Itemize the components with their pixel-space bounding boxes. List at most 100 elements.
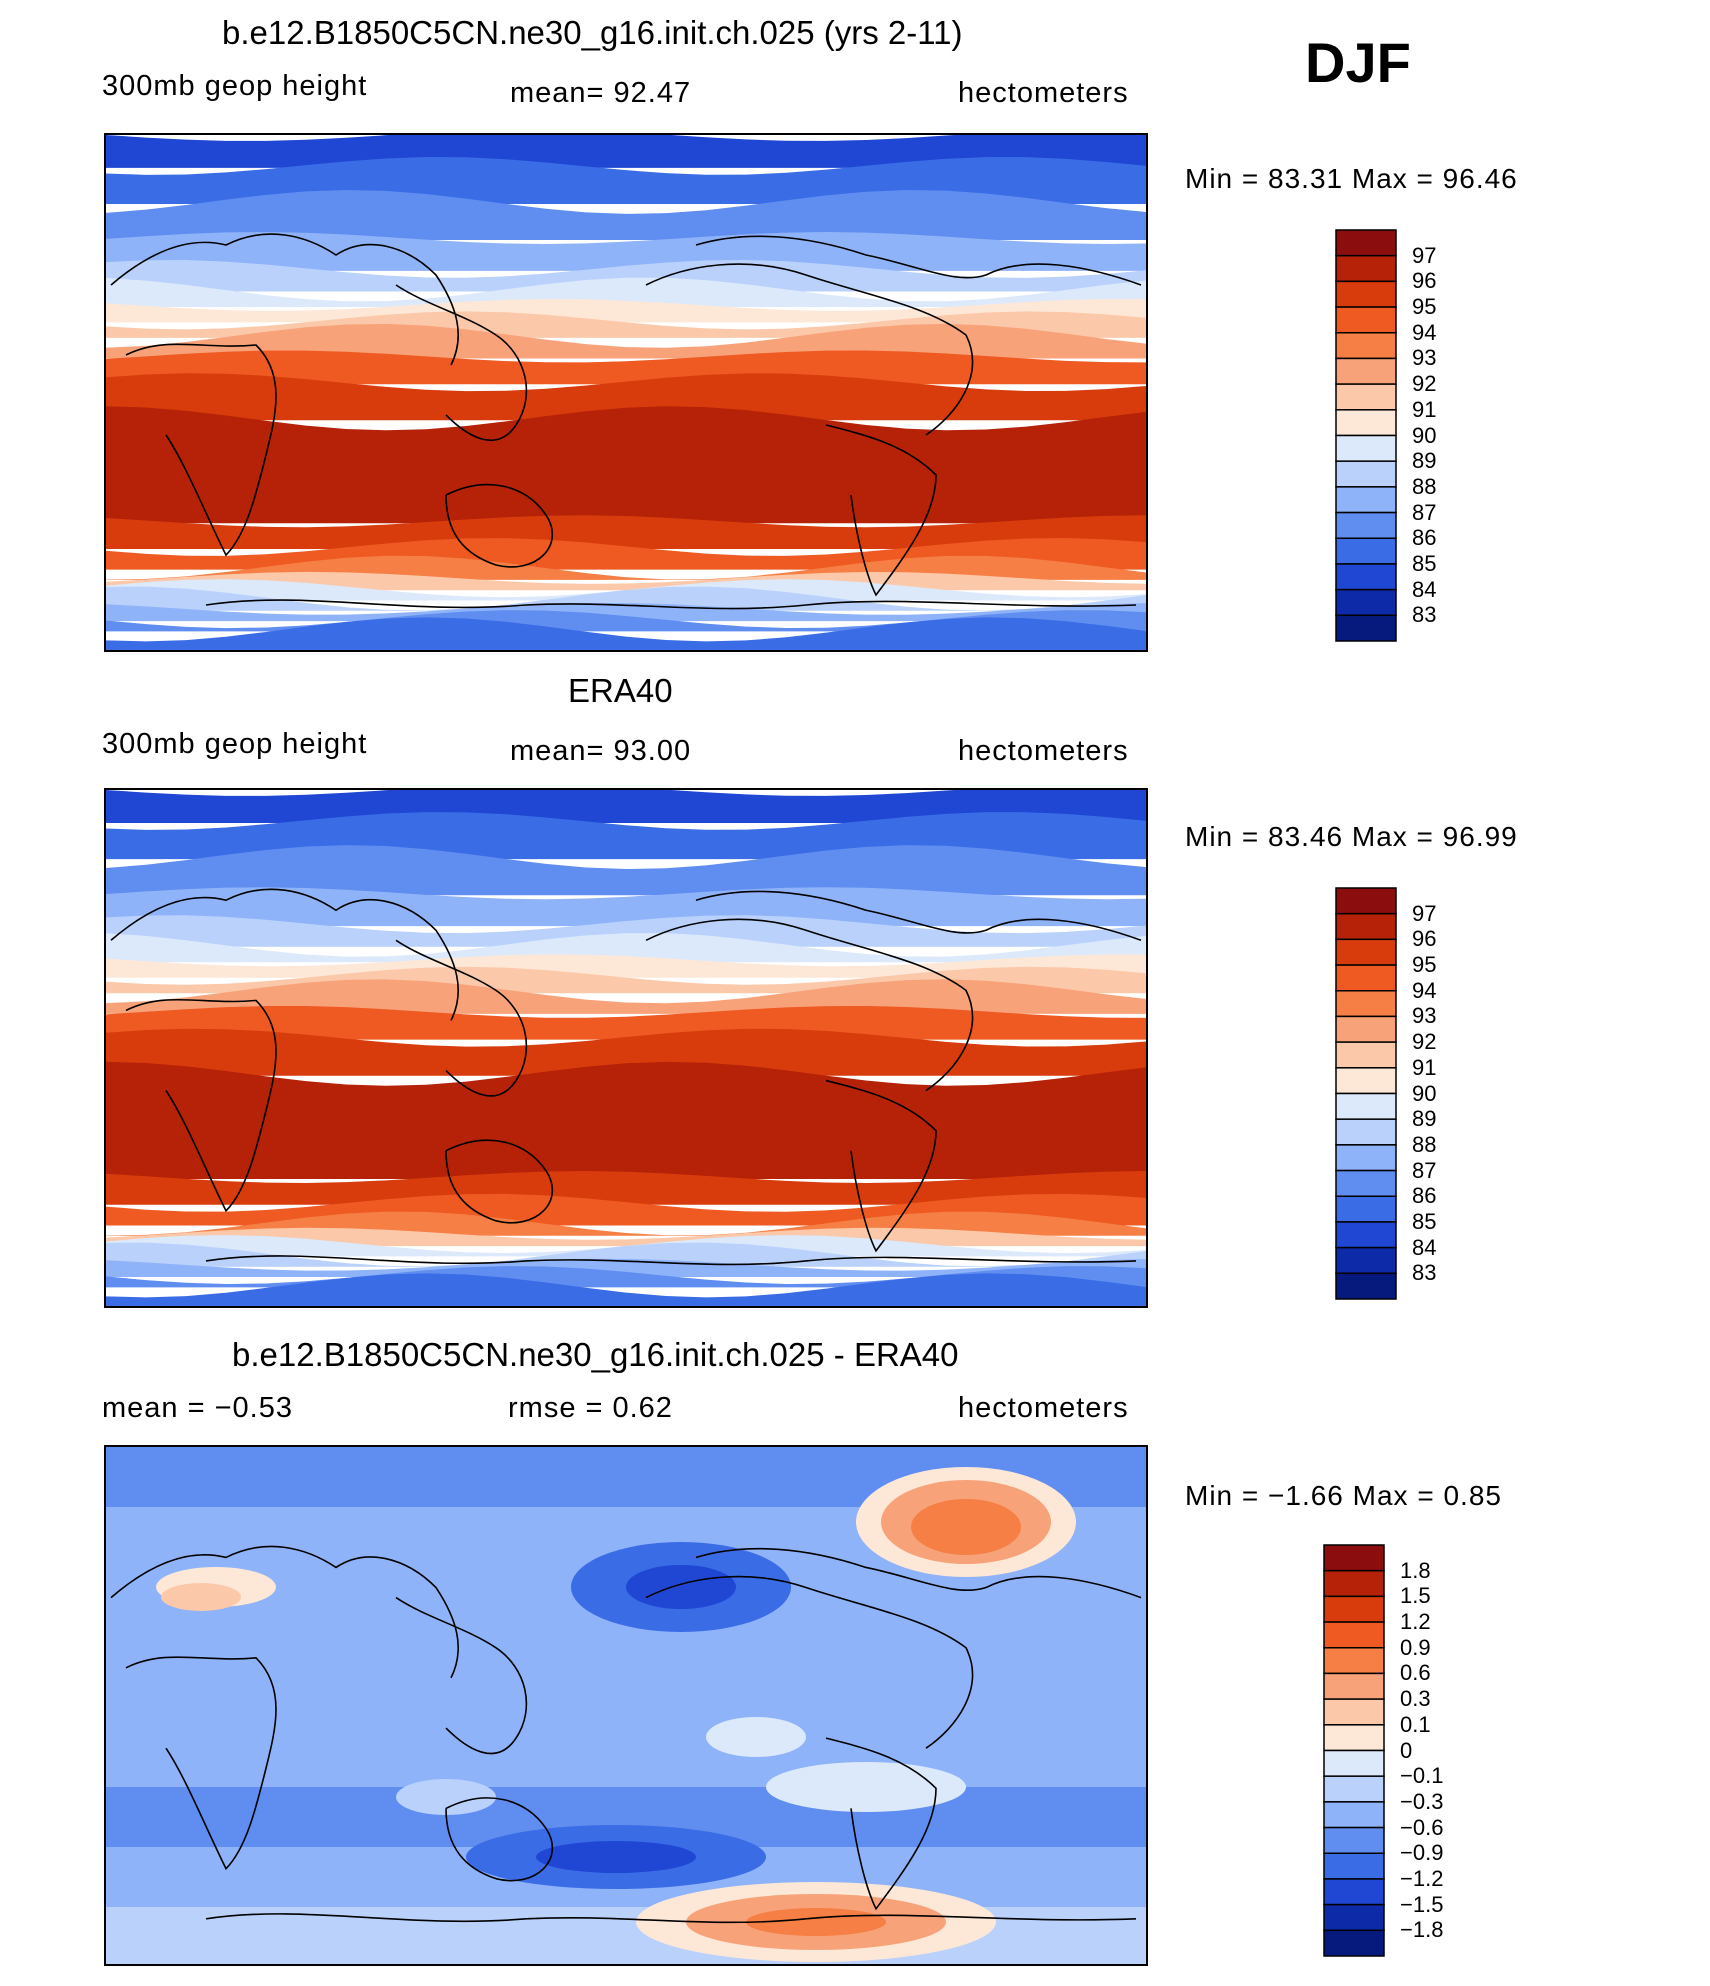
colorbar-swatch <box>1335 1195 1397 1223</box>
colorbar-swatch <box>1323 1775 1385 1803</box>
contour-band <box>106 1028 1146 1076</box>
colorbar-swatch <box>1335 614 1397 642</box>
panel2-map <box>104 784 1148 1308</box>
contour-blob <box>396 1779 496 1815</box>
coastline <box>825 424 937 597</box>
colorbar-swatch <box>1335 357 1397 385</box>
panel1-variable: 300mb geop height <box>102 70 368 102</box>
colorbar-label: 84 <box>1412 576 1437 602</box>
contour-blob <box>706 1717 806 1757</box>
colorbar-swatch <box>1335 1221 1397 1249</box>
colorbar-swatch <box>1335 1246 1397 1275</box>
colorbar-swatch <box>1335 434 1397 462</box>
panel1-title: b.e12.B1850C5CN.ne30_g16.init.ch.025 (yr… <box>222 14 963 51</box>
colorbar-label: 90 <box>1412 1080 1437 1106</box>
colorbar-label: 87 <box>1412 1157 1437 1183</box>
contour-band <box>106 350 1146 385</box>
colorbar-label: 93 <box>1412 345 1437 371</box>
coastline <box>205 1913 1137 1924</box>
colorbar-swatch <box>1335 1092 1397 1120</box>
contour-blob <box>911 1499 1021 1555</box>
contour-band <box>106 933 1146 963</box>
contour-band <box>106 232 1146 271</box>
coastline <box>445 483 553 568</box>
coastline <box>645 918 974 1092</box>
contour-band <box>106 129 1146 168</box>
panel1-colorbar <box>1334 228 1404 648</box>
colorbar-swatch <box>1323 1749 1385 1777</box>
contour-blob <box>161 1583 241 1611</box>
coastline <box>695 235 1142 286</box>
contour-band <box>106 979 1146 1014</box>
colorbar-swatch <box>1335 537 1397 565</box>
panel3-rmse: rmse = 0.62 <box>508 1392 673 1424</box>
colorbar-label: 88 <box>1412 473 1437 499</box>
panel2-mean: mean= 93.00 <box>510 735 692 767</box>
colorbar-swatch <box>1335 912 1397 941</box>
colorbar-label: −1.8 <box>1400 1917 1444 1943</box>
colorbar-swatch <box>1323 1852 1385 1880</box>
colorbar-label: 0.1 <box>1400 1711 1431 1737</box>
coastline <box>825 1079 937 1253</box>
coastline <box>110 888 459 1021</box>
contour-band <box>106 515 1146 549</box>
coastline <box>445 1139 553 1224</box>
colorbar-label: 92 <box>1412 371 1437 397</box>
contour-band <box>106 617 1146 652</box>
contour-band <box>106 277 1146 307</box>
colorbar-swatch <box>1323 1724 1385 1752</box>
colorbar-label: 86 <box>1412 1183 1437 1209</box>
colorbar-swatch <box>1323 1826 1385 1854</box>
panel3-colorbar <box>1322 1543 1392 1963</box>
colorbar-label: 89 <box>1412 448 1437 474</box>
colorbar-label: 83 <box>1412 602 1437 628</box>
colorbar-label: 86 <box>1412 525 1437 551</box>
colorbar-swatch <box>1323 1801 1385 1829</box>
panel3-minmax: Min = −1.66 Max = 0.85 <box>1185 1480 1502 1511</box>
colorbar-label: 1.8 <box>1400 1557 1431 1583</box>
colorbar-label: 1.2 <box>1400 1609 1431 1635</box>
colorbar-swatch <box>1335 383 1397 411</box>
colorbar-label: 91 <box>1412 1054 1437 1080</box>
colorbar-label: 84 <box>1412 1234 1437 1260</box>
colorbar-label: −1.2 <box>1400 1865 1444 1891</box>
contour-blob <box>536 1841 696 1873</box>
panel3-units: hectometers <box>958 1392 1129 1424</box>
colorbar-swatch <box>1335 964 1397 992</box>
panel2-variable: 300mb geop height <box>102 728 368 760</box>
colorbar-swatch <box>1335 1272 1397 1300</box>
contour-band <box>106 189 1146 240</box>
contour-band <box>106 915 1146 947</box>
coastline <box>695 1547 1142 1599</box>
colorbar-label: 85 <box>1412 550 1437 576</box>
coastline <box>395 284 528 442</box>
colorbar-label: −1.5 <box>1400 1891 1444 1917</box>
colorbar-swatch <box>1335 1144 1397 1172</box>
colorbar-label: 0 <box>1400 1737 1413 1763</box>
colorbar-swatch <box>1335 938 1397 966</box>
contour-band <box>106 1005 1146 1040</box>
colorbar-label: 0.3 <box>1400 1686 1431 1712</box>
colorbar-label: 94 <box>1412 319 1437 345</box>
coastline <box>445 1797 553 1882</box>
contour-band <box>106 586 1146 611</box>
colorbar-swatch <box>1323 1698 1385 1726</box>
panel1-mean: mean= 92.47 <box>510 77 692 109</box>
colorbar-label: 90 <box>1412 422 1437 448</box>
panel1-contour-plot <box>106 129 1146 652</box>
contour-blob <box>766 1762 966 1812</box>
panel3-colorbar-swatches <box>1323 1544 1385 1957</box>
panel3-contour-plot <box>106 1447 1146 1964</box>
colorbar-label: −0.6 <box>1400 1814 1444 1840</box>
colorbar-label: 93 <box>1412 1003 1437 1029</box>
colorbar-swatch <box>1335 254 1397 283</box>
colorbar-label: 96 <box>1412 926 1437 952</box>
coastline <box>645 263 974 436</box>
colorbar-label: 87 <box>1412 499 1437 525</box>
colorbar-swatch <box>1335 1118 1397 1146</box>
contour-band <box>106 845 1146 896</box>
colorbar-swatch <box>1335 1067 1397 1095</box>
contour-band <box>106 1242 1146 1267</box>
contour-band <box>106 887 1146 927</box>
panel1-map <box>104 129 1148 652</box>
